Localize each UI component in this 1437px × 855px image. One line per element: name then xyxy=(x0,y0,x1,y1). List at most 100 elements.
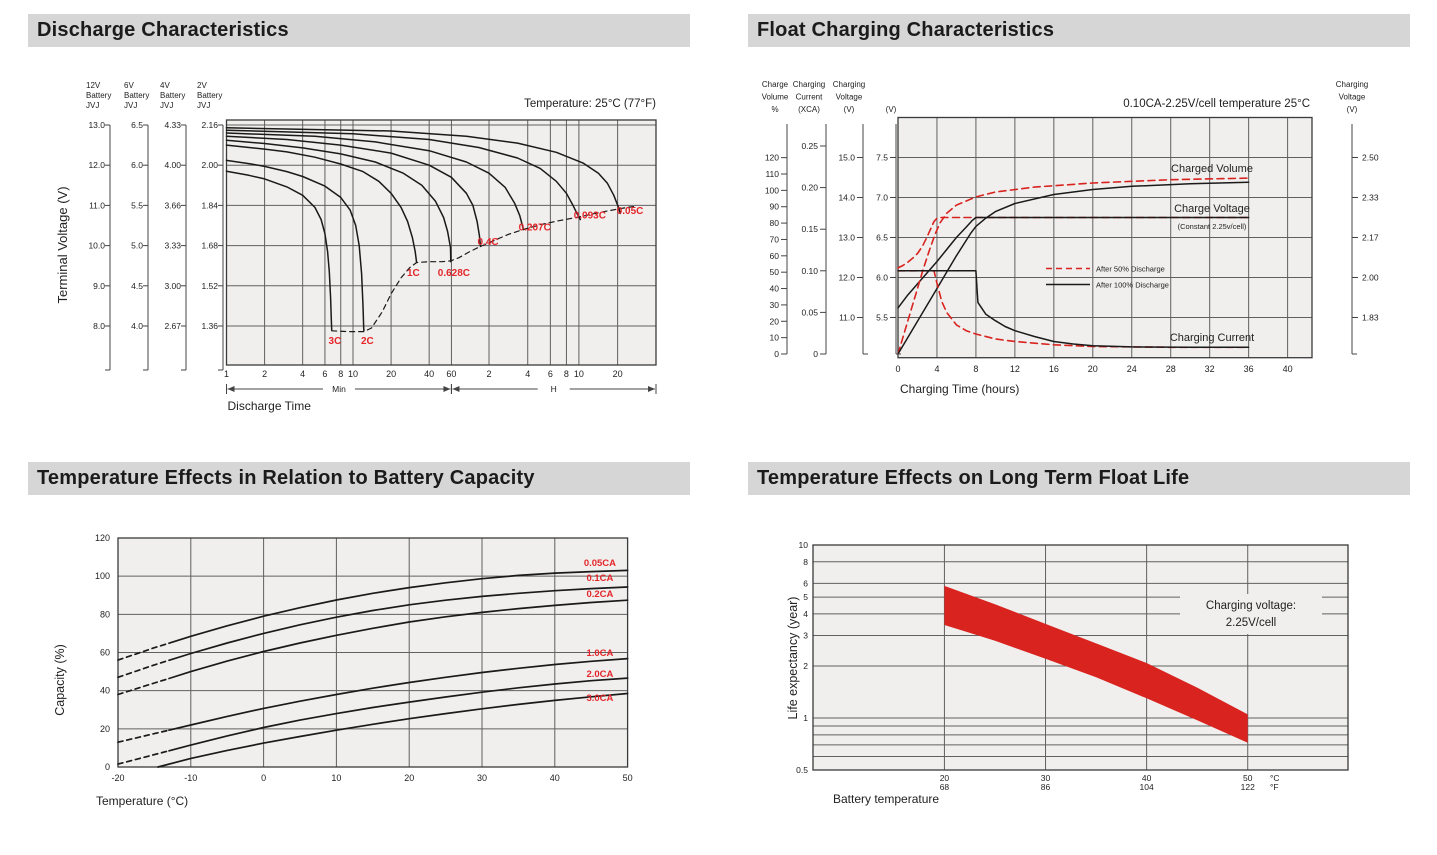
x-tick-label: 6 xyxy=(548,369,553,379)
scale-value: 4.0 xyxy=(131,321,143,331)
x-tick-label: 24 xyxy=(1127,364,1137,374)
scale-value: 12.0 xyxy=(838,273,855,283)
discharge-plot-bg xyxy=(226,120,656,365)
arrowhead-right-icon xyxy=(443,386,451,392)
x-tick-label: 30 xyxy=(477,773,487,783)
rate-label-0.4C: 0.4C xyxy=(478,237,499,248)
scale-value: 60 xyxy=(770,251,780,261)
scale-value: 14.0 xyxy=(838,193,855,203)
rate-label-0.628C: 0.628C xyxy=(438,268,470,279)
scale-value: 4.5 xyxy=(131,281,143,291)
x-tick-label: 4 xyxy=(934,364,939,374)
scale-value: 0.10 xyxy=(801,266,818,276)
discharge-curve-0.4C xyxy=(225,135,482,248)
rate-label-2.0CA: 2.0CA xyxy=(586,669,613,680)
capacity-curve-0.1CA-dashed xyxy=(117,659,170,679)
scale-value: 90 xyxy=(770,202,780,212)
y-tick-label: 20 xyxy=(100,724,110,734)
x-tick-label: 40 xyxy=(1283,364,1293,374)
capacity-curve-0.1CA xyxy=(168,586,629,662)
scale-value: 1.52 xyxy=(201,281,218,291)
y-tick-label: 60 xyxy=(100,648,110,658)
scale-header: Battery xyxy=(160,91,185,100)
y-tick-label: 1 xyxy=(803,713,808,723)
scale-header: Battery xyxy=(124,91,149,100)
y-tick-label: 5 xyxy=(803,592,808,602)
scale-value: 6.5 xyxy=(131,120,143,130)
legend-label-50: After 50% Discharge xyxy=(1096,265,1165,274)
label-charge-voltage: Charge Voltage xyxy=(1174,203,1250,215)
x-tick-label: 0 xyxy=(895,364,900,374)
rate-label-1.0CA: 1.0CA xyxy=(586,648,613,659)
legend-label-100: After 100% Discharge xyxy=(1096,281,1169,290)
rate-label-3C: 3C xyxy=(329,336,342,347)
label-charged-volume: Charged Volume xyxy=(1171,163,1253,175)
scale-value: 0.20 xyxy=(801,183,818,193)
capacity-curve-2.0CA xyxy=(168,677,629,752)
scale-value: 1.36 xyxy=(201,321,218,331)
scale-value: 8.0 xyxy=(93,321,105,331)
scale-header: (V) xyxy=(1347,105,1358,114)
scale-header: Voltage xyxy=(1339,93,1366,102)
scale-value: 13.0 xyxy=(88,120,105,130)
x-tick-label-celsius: 50 xyxy=(1243,773,1253,783)
capacity-curve-0.2CA xyxy=(168,599,629,680)
scale-value: 7.0 xyxy=(876,193,888,203)
capacity-curve-0.05CA-dashed xyxy=(117,642,170,661)
x-tick-label: 2 xyxy=(487,369,492,379)
y-tick-label: 6 xyxy=(803,578,808,588)
scale-value: 9.0 xyxy=(93,281,105,291)
scale-value: 30 xyxy=(770,300,780,310)
x-tick-label: 20 xyxy=(1088,364,1098,374)
scale-value: 80 xyxy=(770,218,780,228)
scale-header: Battery xyxy=(86,91,111,100)
scale-header: Voltage xyxy=(836,93,863,102)
scale-value: 5.5 xyxy=(876,313,888,323)
rate-label-0.093C: 0.093C xyxy=(574,210,606,221)
x-tick-label-celsius: 30 xyxy=(1041,773,1051,783)
scale-value: 11.0 xyxy=(89,200,105,210)
x-tick-label: 16 xyxy=(1049,364,1059,374)
scale-header: (XCA) xyxy=(798,105,820,114)
x-tick-label: 10 xyxy=(574,369,584,379)
temperature-annotation: Temperature: 25°C (77°F) xyxy=(524,98,656,110)
scale-header: 2V xyxy=(197,81,207,90)
x-tick-label: 4 xyxy=(525,369,530,379)
scale-header: Battery xyxy=(197,91,222,100)
capacity-curve-1.0CA-dashed xyxy=(117,729,170,744)
capacity-curve-1.0CA xyxy=(168,657,629,732)
scale-header: Charging xyxy=(1336,80,1368,89)
discharge-curve-0.628C xyxy=(225,139,452,263)
scale-value: 4.00 xyxy=(164,160,181,170)
y-tick-label: 120 xyxy=(95,533,110,543)
discharge-curve-1C xyxy=(225,144,418,264)
x-tick-label: 36 xyxy=(1244,364,1254,374)
discharge-cutoff-dashed xyxy=(331,205,638,333)
scale-header: Volume xyxy=(762,93,789,102)
label-charging-current: Charging Current xyxy=(1170,332,1254,344)
header-float-charging-characteristics: Float Charging Characteristics xyxy=(748,14,1410,47)
discharge-curve-0.093C xyxy=(225,129,582,221)
x-tick-label: 10 xyxy=(348,369,358,379)
scale-value: 50 xyxy=(770,267,780,277)
scale-header: Charging xyxy=(833,80,865,89)
plot-border xyxy=(897,116,1313,359)
x-tick-label: 4 xyxy=(300,369,305,379)
scale-value: 0 xyxy=(813,349,818,359)
life-expectancy-band xyxy=(944,585,1248,743)
capacity-curve-0.05CA xyxy=(168,569,629,645)
x-tick-label: 12 xyxy=(1010,364,1020,374)
scale-value: 7.5 xyxy=(876,153,888,163)
scale-value: 2.17 xyxy=(1362,233,1379,243)
scale-header: JVJ xyxy=(160,101,173,110)
capacity-curve-3.0CA xyxy=(157,692,629,768)
y-tick-label: 4 xyxy=(803,609,808,619)
x-unit-fahrenheit: °F xyxy=(1270,782,1279,792)
y-tick-label: 0.5 xyxy=(796,765,808,775)
discharge-curve-2C xyxy=(225,159,365,332)
scale-value: 0 xyxy=(774,349,779,359)
scale-value: 100 xyxy=(765,185,779,195)
scale-value: 20 xyxy=(770,316,780,326)
scale-value: 0.05 xyxy=(801,307,818,317)
y-tick-label: 40 xyxy=(100,686,110,696)
